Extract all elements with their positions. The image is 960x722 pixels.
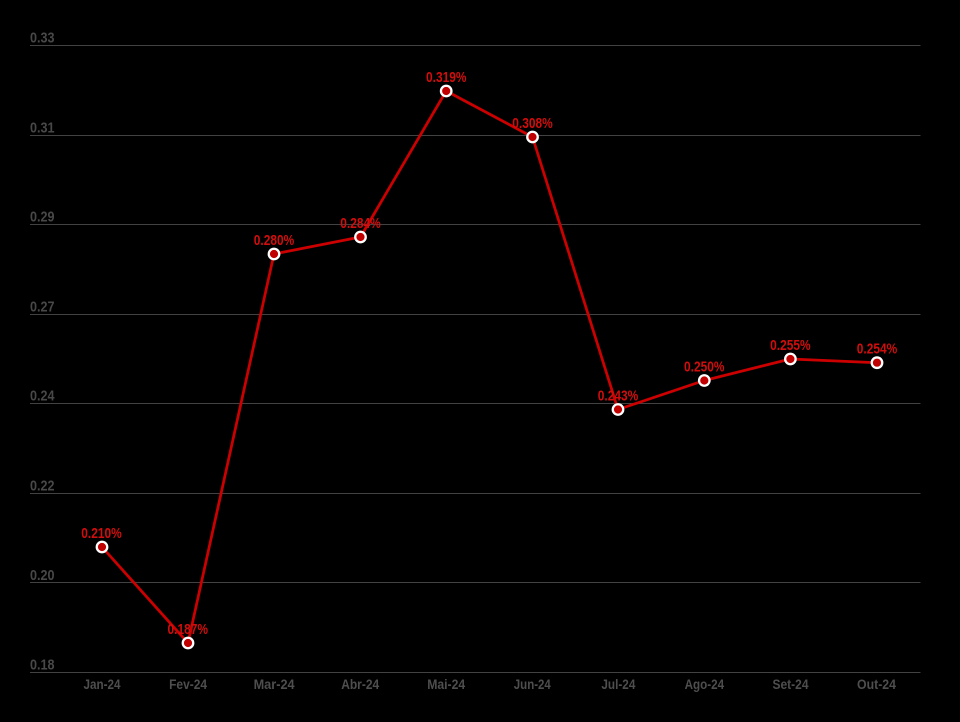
svg-text:Set-24: Set-24: [773, 676, 809, 692]
svg-text:0.250%: 0.250%: [684, 360, 725, 376]
svg-text:Out-24: Out-24: [857, 676, 896, 692]
svg-text:Jun-24: Jun-24: [514, 676, 551, 692]
svg-text:0.255%: 0.255%: [770, 338, 811, 354]
svg-text:0.18: 0.18: [30, 658, 55, 674]
svg-text:0.31: 0.31: [30, 121, 55, 137]
svg-text:0.210%: 0.210%: [81, 526, 122, 542]
svg-text:0.33: 0.33: [30, 31, 55, 47]
svg-text:0.254%: 0.254%: [857, 342, 898, 358]
svg-text:Ago-24: Ago-24: [685, 676, 725, 692]
svg-text:Jul-24: Jul-24: [601, 676, 635, 692]
svg-text:Fev-24: Fev-24: [169, 676, 207, 692]
svg-text:Mar-24: Mar-24: [254, 676, 295, 692]
svg-text:0.27: 0.27: [30, 300, 55, 316]
svg-text:Jan-24: Jan-24: [84, 676, 121, 692]
svg-text:Mai-24: Mai-24: [427, 676, 465, 692]
svg-text:0.29: 0.29: [30, 210, 55, 226]
svg-text:0.20: 0.20: [30, 568, 55, 584]
svg-text:0.187%: 0.187%: [168, 622, 209, 638]
svg-text:0.284%: 0.284%: [340, 216, 381, 232]
svg-text:0.280%: 0.280%: [254, 233, 295, 249]
svg-text:0.243%: 0.243%: [598, 389, 639, 405]
svg-text:0.319%: 0.319%: [426, 70, 467, 86]
svg-text:0.24: 0.24: [30, 389, 55, 405]
svg-text:Abr-24: Abr-24: [341, 676, 379, 692]
svg-text:0.308%: 0.308%: [512, 116, 553, 132]
svg-text:0.22: 0.22: [30, 479, 55, 495]
